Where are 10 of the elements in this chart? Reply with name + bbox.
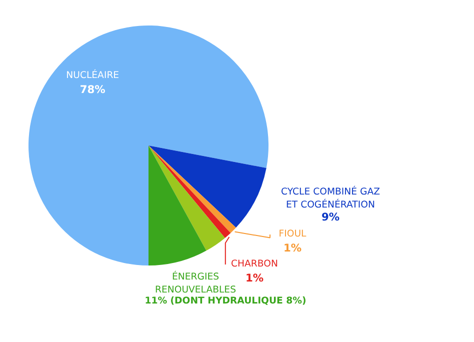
slice-label: NUCLÉAIRE xyxy=(66,69,120,82)
data-label: 11% (DONT HYDRAULIQUE 8%) xyxy=(144,296,306,306)
slice-label: FIOUL xyxy=(278,228,308,240)
slice-label: CYCLE COMBINÉ GAZ ET COGÉNÉRATION xyxy=(281,186,380,211)
data-label: 1% xyxy=(283,242,302,254)
data-label: 1% xyxy=(245,272,264,284)
data-label: 78% xyxy=(80,83,106,96)
slice-label: ÉNERGIES RENOUVELABLES xyxy=(155,270,236,296)
data-label: 9% xyxy=(321,210,340,224)
slice-label: CHARBON xyxy=(231,258,278,270)
